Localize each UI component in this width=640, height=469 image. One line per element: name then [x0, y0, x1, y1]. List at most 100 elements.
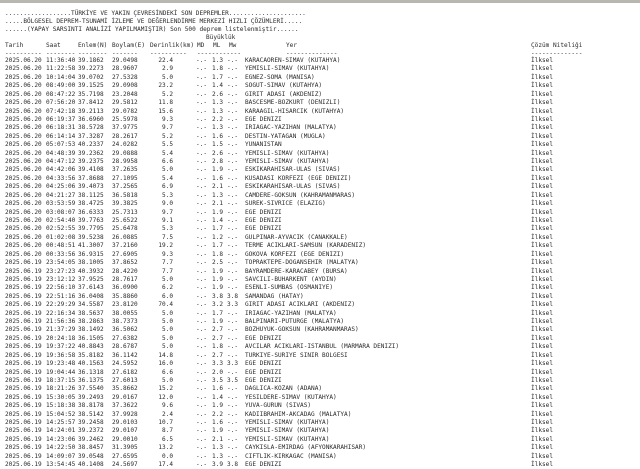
- cell-depth: 5.0: [161, 376, 173, 384]
- cell-md: -.-: [196, 115, 208, 123]
- cell-date: 2025.06.19: [5, 427, 42, 435]
- cell-md: -.-: [196, 326, 208, 334]
- cell-lat: 37.6143: [78, 284, 104, 292]
- cell-place: EGE DENIZI: [245, 115, 282, 123]
- cell-ml: 1.6: [212, 419, 224, 427]
- cell-md: -.-: [196, 292, 208, 300]
- cell-depth: 7.7: [161, 259, 173, 267]
- cell-md: -.-: [196, 309, 208, 317]
- cell-time: 02:52:55: [46, 225, 76, 233]
- cell-lon: 36.5818: [112, 191, 138, 199]
- cell-place: AVCILAR ACIKLARI-ISTANBUL (MARMARA DENIZ…: [245, 343, 400, 351]
- cell-lon: 28.4220: [112, 267, 138, 275]
- cell-solution: İlksel: [531, 444, 554, 452]
- cell-date: 2025.06.19: [5, 318, 42, 326]
- cell-mw: -.-: [227, 402, 239, 410]
- cell-lat: 38.4725: [78, 200, 104, 208]
- cell-lon: 24.0282: [112, 141, 138, 149]
- cell-time: 14:22:50: [46, 444, 76, 452]
- cell-time: 03:53:59: [46, 200, 76, 208]
- cell-lat: 35.7198: [78, 90, 104, 98]
- cell-ml: 1.4: [212, 82, 224, 90]
- cell-depth: 9.7: [161, 208, 173, 216]
- cell-time: 22:51:16: [46, 292, 76, 300]
- cell-depth: 14.8: [158, 351, 173, 359]
- col-date: Tarih: [5, 42, 24, 49]
- cell-depth: 9.3: [161, 115, 173, 123]
- cell-time: 05:07:53: [46, 141, 76, 149]
- cell-mw: -.-: [227, 107, 239, 115]
- cell-place: IRIAGAC-YAZIHAN (MALATYA): [245, 124, 337, 132]
- cell-solution: İlksel: [531, 343, 554, 351]
- cell-ml: 1.8: [212, 65, 224, 73]
- cell-ml: 1.4: [212, 216, 224, 224]
- cell-depth: 6.6: [161, 158, 173, 166]
- cell-md: -.-: [196, 284, 208, 292]
- cell-date: 2025.06.19: [5, 368, 42, 376]
- cell-md: -.-: [196, 166, 208, 174]
- cell-mw: -.-: [227, 65, 239, 73]
- cell-ml: 3.8: [212, 292, 224, 300]
- cell-depth: 5.0: [161, 309, 173, 317]
- cell-mw: -.-: [227, 183, 239, 191]
- cell-mw: 3.8: [227, 292, 239, 300]
- cell-solution: İlksel: [531, 326, 554, 334]
- cell-md: -.-: [196, 334, 208, 342]
- cell-ml: 2.6: [212, 90, 224, 98]
- cell-depth: 15.2: [158, 385, 173, 393]
- cell-time: 19:36:58: [46, 351, 76, 359]
- cell-lon: 29.5812: [112, 99, 138, 107]
- cell-lat: 39.7795: [78, 225, 104, 233]
- magnitude-group-header: Büyüklük: [206, 34, 236, 41]
- cell-place: BAYRAMDERE-KARACABEY (BURSA): [245, 267, 348, 275]
- col-time: Saat: [46, 42, 61, 49]
- cell-time: 04:25:06: [46, 183, 76, 191]
- cell-solution: İlksel: [531, 107, 554, 115]
- cell-lon: 37.3622: [112, 402, 138, 410]
- cell-lon: 29.0167: [112, 393, 138, 401]
- cell-place: SOGUT-SIMAV (KUTAHYA): [245, 82, 323, 90]
- cell-depth: 5.0: [161, 318, 173, 326]
- cell-depth: 12.0: [158, 393, 173, 401]
- cell-place: CAYKISLA-EMIRDAG (AFYONKARAHISAR): [245, 444, 367, 452]
- cell-lon: 28.2617: [112, 132, 138, 140]
- cell-place: BALPINARI-PUTURGE (MALATYA): [245, 318, 345, 326]
- dash: -------: [112, 50, 138, 57]
- cell-lon: 37.2160: [112, 242, 138, 250]
- cell-time: 07:42:18: [46, 107, 76, 115]
- cell-md: -.-: [196, 351, 208, 359]
- cell-ml: 1.7: [212, 309, 224, 317]
- cell-place: IRIAGAC-YAZIHAN (MALATYA): [245, 309, 337, 317]
- cell-lat: 38.8178: [78, 402, 104, 410]
- col-ml: ML: [213, 42, 221, 49]
- cell-time: 04:47:12: [46, 158, 76, 166]
- cell-place: EGE DENIZI: [245, 360, 282, 368]
- cell-place: SAMANDAG (HATAY): [245, 292, 304, 300]
- cell-place: YEMISLI-SIMAV (KUTAHYA): [245, 435, 330, 443]
- cell-md: -.-: [196, 402, 208, 410]
- cell-ml: 1.9: [212, 275, 224, 283]
- cell-mw: -.-: [227, 242, 239, 250]
- cell-depth: 9.1: [161, 216, 173, 224]
- cell-mw: -.-: [227, 452, 239, 460]
- cell-depth: 5.5: [161, 141, 173, 149]
- cell-lat: 40.3932: [78, 267, 104, 275]
- cell-date: 2025.06.19: [5, 419, 42, 427]
- cell-place: EGE DENIZI: [245, 376, 282, 384]
- cell-ml: 2.0: [212, 368, 224, 376]
- col-lon: Boylam(E): [112, 42, 146, 49]
- cell-solution: İlksel: [531, 158, 554, 166]
- cell-time: 15:30:05: [46, 393, 76, 401]
- cell-time: 03:08:07: [46, 208, 76, 216]
- cell-md: -.-: [196, 360, 208, 368]
- cell-lat: 36.1375: [78, 376, 104, 384]
- cell-md: -.-: [196, 301, 208, 309]
- cell-md: -.-: [196, 318, 208, 326]
- cell-lat: 36.6960: [78, 115, 104, 123]
- cell-place: YUVA-GURUN (SIVAS): [245, 402, 312, 410]
- cell-mw: -.-: [227, 275, 239, 283]
- cell-time: 19:23:48: [46, 360, 76, 368]
- cell-ml: 2.1: [212, 200, 224, 208]
- cell-lon: 29.0103: [112, 419, 138, 427]
- cell-ml: 2.7: [212, 334, 224, 342]
